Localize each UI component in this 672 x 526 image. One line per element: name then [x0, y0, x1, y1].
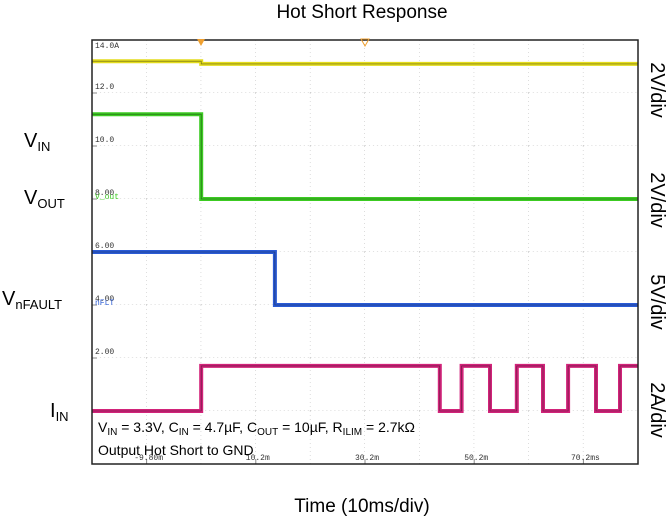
y-tick-label: 2.00	[95, 348, 114, 357]
annotation-text: V	[98, 419, 108, 435]
annotation-text: = 4.7µF, C	[189, 419, 257, 435]
annotation-sub: OUT	[257, 427, 278, 438]
scale-label: 2V/div	[646, 62, 668, 118]
channel-label-sub: nFAULT	[15, 297, 62, 312]
scale-label: 5V/div	[646, 274, 668, 330]
annotation: VIN = 3.3V, CIN = 4.7µF, COUT = 10µF, RI…	[98, 419, 415, 438]
annotation-sub: ILIM	[343, 427, 362, 438]
trigger-marker	[197, 39, 205, 46]
x-tick-label: 30.2m	[355, 454, 379, 463]
trace-core	[92, 365, 638, 412]
annotation-text: = 2.7kΩ	[362, 419, 415, 435]
channel-label-sub: IN	[56, 409, 69, 424]
x-axis-label: Time (10ms/div)	[294, 496, 429, 517]
channel-label: VOUT	[24, 187, 65, 211]
x-tick-label: 70.2ms	[571, 454, 600, 463]
annotation-text: = 10µF, R	[278, 419, 342, 435]
y-tick-label: 8.00	[95, 189, 114, 198]
channel-label-main: I	[50, 400, 56, 422]
plot-frame	[91, 39, 639, 465]
chart-title: Hot Short Response	[276, 2, 447, 23]
trace-core	[92, 251, 638, 306]
y-tick-label: 14.0A	[95, 42, 119, 51]
trace-core	[92, 113, 638, 200]
channel-label-main: V	[2, 288, 16, 310]
y-tick-label: 6.00	[95, 242, 114, 251]
channel-label: VnFAULT	[2, 288, 62, 312]
y-tick-label: 4.00	[95, 295, 114, 304]
channel-label: IIN	[50, 400, 69, 424]
channel-label-sub: OUT	[37, 196, 65, 211]
x-tick-label: -9.80m	[134, 454, 163, 463]
channel-label-main: V	[24, 187, 38, 209]
channel-marker: nFLT	[95, 299, 114, 308]
annotation-sub: IN	[107, 427, 117, 438]
x-tick-label: 50.2m	[464, 454, 488, 463]
x-tick-label: 10.2m	[246, 454, 270, 463]
channel-label: VIN	[24, 130, 50, 154]
channel-marker: V_out	[95, 193, 119, 202]
y-tick-label: 12.0	[95, 83, 114, 92]
scale-label: 2A/div	[646, 382, 668, 438]
channel-label-main: V	[24, 130, 38, 152]
plot: 14.0A 12.0 10.0 8.00 6.00 4.00 2.00 -9.80m 10.2m…	[92, 39, 638, 464]
annotation-text: = 3.3V, C	[117, 419, 178, 435]
cursor-marker	[360, 38, 370, 48]
annotation: Output Hot Short to GND	[98, 442, 254, 458]
y-tick-label: 10.0	[95, 136, 114, 145]
channel-label-sub: IN	[37, 139, 50, 154]
scale-label: 2V/div	[646, 172, 668, 228]
trace-core	[92, 60, 638, 65]
annotation-sub: IN	[179, 427, 189, 438]
